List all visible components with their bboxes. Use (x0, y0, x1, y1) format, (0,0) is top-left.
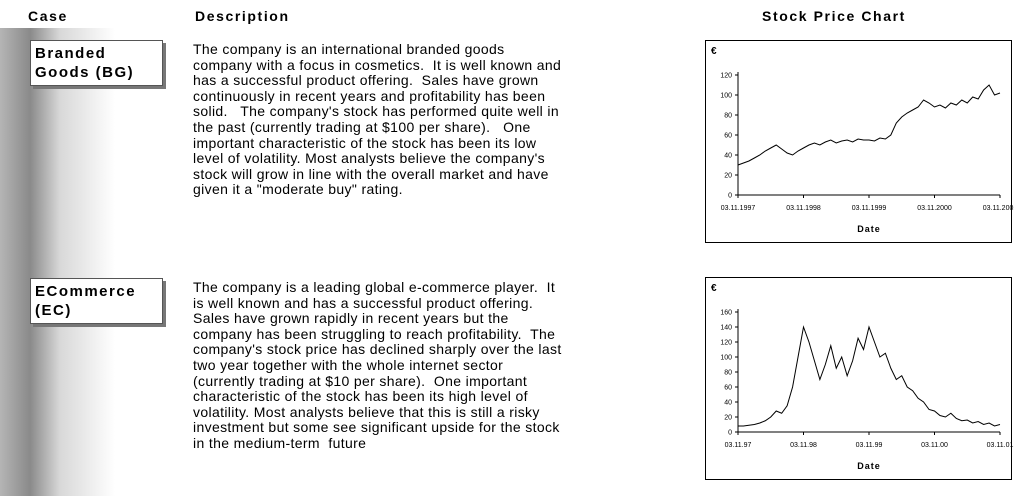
x-tick-label: 03.11.99 (856, 442, 883, 449)
description-line: characteristic of the stock has been its… (193, 388, 528, 405)
x-tick-label: 03.11.1998 (786, 205, 821, 212)
description-line: given it a "moderate buy" rating. (193, 181, 403, 198)
stock-chart: €0 20 40 60 80 100 120 140 160 03.11.97 03.11.98 03… (705, 277, 1014, 480)
x-tick-label: 03.11.1999 (852, 205, 887, 212)
description-line: is well known and has a successful produ… (193, 294, 534, 311)
y-tick-label: 80 (724, 113, 732, 120)
y-tick-label: 60 (724, 385, 732, 392)
y-tick-label: 0 (728, 430, 732, 437)
description-line: investment but some see significant upsi… (193, 419, 560, 436)
description-line: company's stock price has declined sharp… (193, 341, 562, 358)
x-axis-label: Date (857, 224, 881, 234)
description-line: the past (currently trading at $100 per … (193, 118, 531, 135)
stock-chart: €0 20 40 60 80 100 120 03.11.1997 03.11.1998 03.1… (705, 40, 1015, 243)
x-tick-label: 03.11.97 (725, 442, 752, 449)
description-line: Sales have grown rapidly in recent years… (193, 310, 509, 327)
description-line: volatility. Most analysts believe that t… (193, 403, 540, 420)
x-tick-label: 03.11.00 (921, 442, 948, 449)
price-line (737, 84, 1001, 166)
description-line: solid. The company's stock has performed… (193, 103, 559, 120)
y-tick-label: 140 (720, 325, 732, 332)
description: The company is an international branded … (193, 41, 562, 198)
case-name-line: ECommerce (35, 283, 137, 300)
case-box: Branded Goods (BG) (30, 40, 163, 86)
x-tick-label: 03.11.2001 (983, 205, 1014, 212)
description-line: has a successful product offering. Sales… (193, 72, 539, 89)
y-tick-label: 120 (720, 73, 732, 80)
y-tick-label: 40 (724, 153, 732, 160)
case-name-line: Goods (BG) (35, 64, 135, 81)
description-line: important characteristic of the stock ha… (193, 134, 537, 151)
description-line: company has been struggling to reach pro… (193, 325, 556, 342)
y-tick-label: 120 (720, 340, 732, 347)
currency-label: € (711, 46, 717, 57)
description-line: in the medium-term future (193, 434, 367, 451)
header-case: Case (28, 8, 68, 24)
description-line: The company is a leading global e-commer… (193, 279, 556, 295)
x-tick-label: 03.11.01 (987, 442, 1014, 449)
x-tick-label: 03.11.98 (790, 442, 817, 449)
y-tick-label: 100 (720, 355, 732, 362)
description-line: level of volatility. Most analysts belie… (193, 150, 545, 167)
header-description: Description (195, 8, 290, 24)
description-line: stock will grow in line with the overall… (193, 165, 549, 182)
description-line: (currently trading at $10 per share). On… (193, 372, 528, 389)
case-name-line: Branded (35, 45, 107, 62)
description-line: continuously in recent years and profita… (193, 87, 546, 104)
y-tick-label: 100 (720, 93, 732, 100)
x-axis-label: Date (857, 461, 881, 471)
x-tick-label: 03.11.2000 (917, 205, 952, 212)
description-line: company with a focus in cosmetics. It is… (193, 56, 562, 73)
y-tick-label: 20 (724, 173, 732, 180)
header-chart: Stock Price Chart (762, 8, 906, 24)
side-gradient (0, 28, 120, 496)
price-line (738, 325, 1001, 427)
description: The company is a leading global e-commer… (193, 279, 562, 452)
y-tick-label: 40 (724, 400, 732, 407)
y-tick-label: 80 (724, 370, 732, 377)
description-line: The company is an international branded … (193, 41, 505, 57)
y-tick-label: 160 (720, 310, 732, 317)
case-box: ECommerce (EC) (30, 278, 163, 324)
case-name-line: (EC) (35, 302, 72, 319)
y-tick-label: 20 (724, 415, 732, 422)
chart-box: €0 20 40 60 80 100 120 140 160 03.11.97 03.11.98 03… (705, 277, 1014, 482)
chart-box: €0 20 40 60 80 100 120 03.11.1997 03.11.1998 03.1… (705, 40, 1015, 245)
y-tick-label: 0 (728, 193, 732, 200)
y-tick-label: 60 (724, 133, 732, 140)
x-tick-label: 03.11.1997 (721, 205, 756, 212)
chart-frame (705, 277, 1012, 480)
currency-label: € (711, 283, 717, 294)
chart-frame (705, 40, 1012, 243)
description-line: two year together with the whole interne… (193, 356, 504, 373)
